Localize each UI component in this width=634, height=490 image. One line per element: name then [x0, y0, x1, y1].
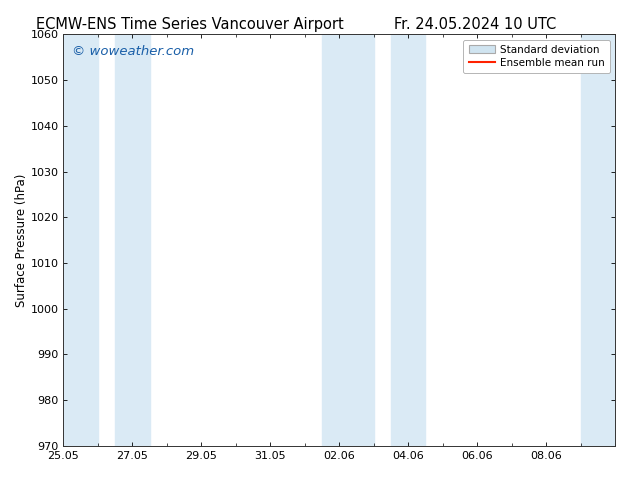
- Text: Fr. 24.05.2024 10 UTC: Fr. 24.05.2024 10 UTC: [394, 17, 557, 32]
- Text: © woweather.com: © woweather.com: [72, 45, 194, 58]
- Bar: [581, 34, 615, 446]
- Bar: [63, 34, 98, 446]
- Text: ECMW-ENS Time Series Vancouver Airport: ECMW-ENS Time Series Vancouver Airport: [36, 17, 344, 32]
- Bar: [391, 34, 425, 446]
- Legend: Standard deviation, Ensemble mean run: Standard deviation, Ensemble mean run: [463, 40, 610, 73]
- Y-axis label: Surface Pressure (hPa): Surface Pressure (hPa): [15, 173, 28, 307]
- Bar: [322, 34, 373, 446]
- Bar: [115, 34, 150, 446]
